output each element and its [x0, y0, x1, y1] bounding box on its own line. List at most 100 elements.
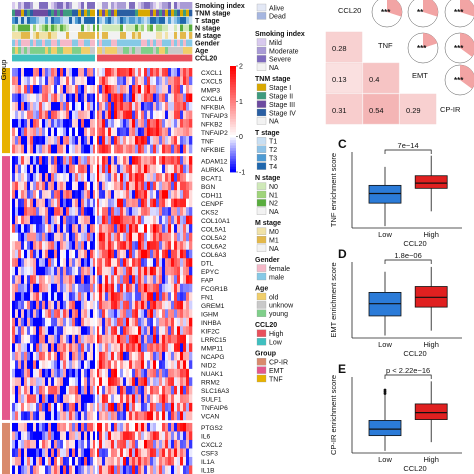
annotation-cell	[90, 2, 94, 9]
heatmap-cell	[162, 136, 166, 145]
heatmap-cell	[105, 275, 109, 285]
heatmap-cell	[57, 76, 61, 86]
annotation-cell	[126, 2, 130, 9]
heatmap-cell	[48, 326, 52, 336]
annotation-cell	[186, 9, 190, 17]
heatmap-cell	[90, 402, 94, 412]
heatmap-cell	[45, 456, 49, 466]
heatmap-cell	[147, 394, 151, 404]
heatmap-cell	[96, 283, 100, 293]
heatmap-cell	[111, 136, 115, 145]
annotation-cell	[27, 17, 31, 24]
annotation-cell	[57, 24, 61, 32]
corr-significance: ***	[454, 8, 464, 17]
heatmap-cell	[78, 164, 82, 174]
heatmap-cell	[72, 309, 76, 319]
heatmap-cell	[129, 360, 133, 370]
heatmap-cell	[108, 164, 112, 174]
heatmap-cell	[117, 190, 121, 199]
heatmap-cell	[129, 300, 133, 310]
heatmap-cell	[162, 68, 166, 77]
heatmap-cell	[33, 266, 37, 276]
annotation-cell	[189, 17, 193, 24]
heatmap-cell	[60, 385, 64, 395]
heatmap-cell	[75, 377, 79, 387]
heatmap-cell	[36, 266, 40, 276]
heatmap-cell	[162, 368, 166, 378]
heatmap-cell	[120, 377, 124, 387]
heatmap-cell	[30, 76, 34, 86]
annotation-cell	[24, 54, 28, 62]
heatmap-cell	[45, 343, 49, 353]
heatmap-cell	[84, 422, 88, 432]
heatmap-cell	[78, 76, 82, 86]
heatmap-cell	[150, 448, 154, 458]
heatmap-cell	[96, 102, 100, 111]
heatmap-cell	[156, 144, 160, 154]
heatmap-cell	[126, 317, 130, 327]
heatmap-cell	[90, 394, 94, 404]
heatmap-cell	[105, 241, 109, 251]
heatmap-cell	[132, 431, 136, 441]
heatmap-cell	[60, 448, 64, 458]
heatmap-cell	[141, 300, 145, 310]
heatmap-cell	[114, 144, 118, 154]
heatmap-cell	[138, 351, 142, 361]
heatmap-cell	[141, 224, 145, 234]
heatmap-cell	[108, 102, 112, 111]
heatmap-cell	[156, 76, 160, 86]
heatmap-cell	[15, 439, 19, 449]
annotation-cell	[120, 24, 124, 32]
heatmap-cell	[21, 136, 25, 145]
heatmap-cell	[111, 119, 115, 128]
heatmap-cell	[12, 181, 16, 191]
heatmap-cell	[42, 241, 46, 251]
heatmap-cell	[42, 110, 46, 120]
heatmap-cell	[150, 190, 154, 199]
heatmap-cell	[81, 422, 85, 432]
heatmap-cell	[15, 448, 19, 458]
heatmap-cell	[36, 283, 40, 293]
heatmap-cell	[84, 334, 88, 344]
heatmap-cell	[66, 402, 70, 412]
heatmap-cell	[111, 465, 115, 474]
heatmap-cell	[102, 334, 106, 344]
heatmap-cell	[177, 283, 181, 293]
heatmap-cell	[27, 431, 31, 441]
heatmap-cell	[78, 360, 82, 370]
heatmap-cell	[153, 249, 157, 259]
heatmap-cell	[45, 110, 49, 120]
heatmap-cell	[120, 224, 124, 234]
heatmap-cell	[60, 215, 64, 225]
annotation-cell	[117, 17, 121, 24]
heatmap-cell	[135, 76, 139, 86]
heatmap-cell	[141, 198, 145, 208]
heatmap-cell	[57, 127, 61, 137]
heatmap-cell	[138, 275, 142, 285]
heatmap-cell	[132, 224, 136, 234]
heatmap-cell	[12, 300, 16, 310]
heatmap-cell	[24, 156, 28, 165]
heatmap-cell	[21, 181, 25, 191]
annotation-cell	[36, 2, 40, 9]
heatmap-cell	[183, 93, 187, 103]
heatmap-cell	[159, 343, 163, 353]
heatmap-cell	[27, 224, 31, 234]
heatmap-cell	[150, 249, 154, 259]
heatmap-cell	[177, 292, 181, 302]
heatmap-cell	[144, 292, 148, 302]
heatmap-cell	[72, 68, 76, 77]
heatmap-cell	[21, 68, 25, 77]
annotation-cell	[63, 32, 67, 39]
heatmap-cell	[45, 232, 49, 242]
annotation-cell	[42, 17, 46, 24]
heatmap-cell	[117, 431, 121, 441]
annotation-cell	[33, 17, 37, 24]
heatmap-cell	[138, 198, 142, 208]
heatmap-cell	[117, 283, 121, 293]
colorbar-step	[230, 137, 236, 141]
annotation-cell	[81, 24, 85, 32]
heatmap-cell	[186, 241, 190, 251]
heatmap-cell	[63, 215, 67, 225]
heatmap-cell	[81, 394, 85, 404]
